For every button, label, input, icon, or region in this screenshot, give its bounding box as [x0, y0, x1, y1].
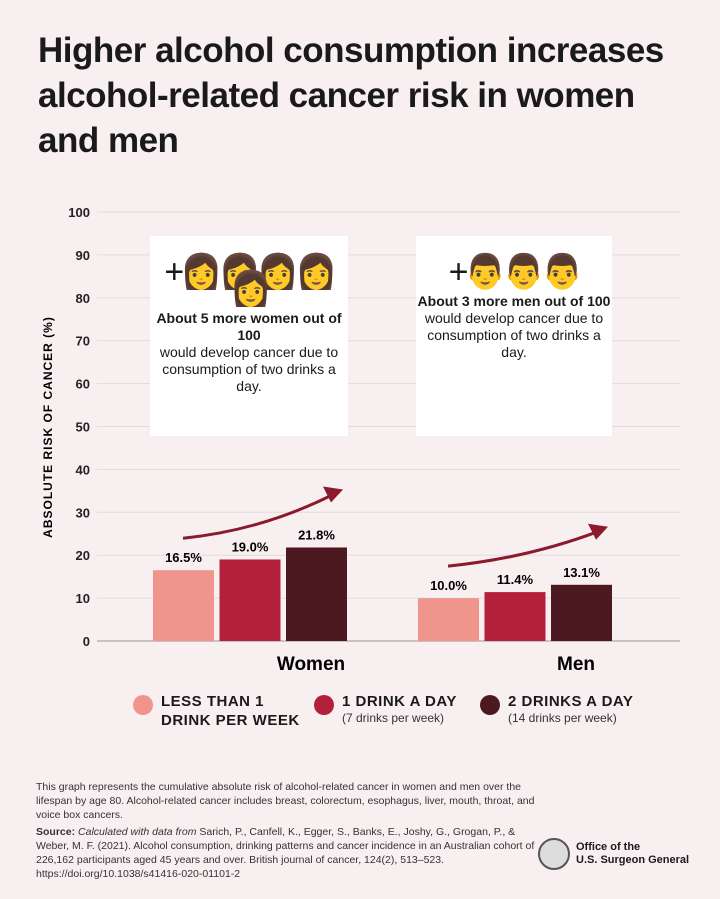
- seal-icon: [538, 838, 570, 870]
- y-axis-label: ABSOLUTE RISK OF CANCER (%): [41, 316, 55, 538]
- y-tick-label: 60: [76, 377, 90, 392]
- men-info-card: +👨👨👨 About 3 more men out of 100 would d…: [416, 236, 612, 436]
- data-label: 13.1%: [563, 565, 600, 580]
- y-tick-label: 20: [76, 548, 90, 563]
- y-tick-label: 10: [76, 591, 90, 606]
- chart-title: Higher alcohol consumption increases alc…: [38, 31, 664, 160]
- trend-arrow: [447, 529, 601, 568]
- logo-line2: U.S. Surgeon General: [576, 854, 690, 866]
- bar-men-0: [418, 598, 479, 641]
- surgeon-general-logo: Office of the U.S. Surgeon General: [538, 838, 689, 870]
- source-citation: Sarich, P., Canfell, K., Egger, S., Bank…: [36, 826, 535, 880]
- card-bold: About 5 more women out of 100: [156, 310, 342, 343]
- legend-swatch: [480, 695, 500, 715]
- legend-swatch: [133, 695, 153, 715]
- legend-label: 1 DRINK A DAY: [342, 693, 457, 710]
- y-tick-label: 70: [76, 334, 90, 349]
- source-italic: Calculated with data from: [78, 826, 197, 838]
- footnote: This graph represents the cumulative abs…: [36, 780, 536, 881]
- legend-label: LESS THAN 1 DRINK PER WEEK: [161, 693, 300, 729]
- man-icons: +👨👨👨: [448, 253, 584, 291]
- trend-arrow: [182, 492, 336, 540]
- card-bold: About 3 more men out of 100: [417, 293, 611, 309]
- legend-item-1-drink: 1 DRINK A DAY (7 drinks per week): [314, 692, 457, 725]
- data-label: 10.0%: [430, 578, 467, 593]
- x-category-label: Men: [557, 654, 595, 675]
- y-tick-label: 80: [76, 291, 90, 306]
- women-info-card: +👩👩👩👩👩 About 5 more women out of 100 wou…: [150, 236, 348, 436]
- data-label: 16.5%: [165, 550, 202, 565]
- y-tick-label: 50: [76, 420, 90, 435]
- y-tick-label: 40: [76, 462, 90, 477]
- y-tick-label: 30: [76, 505, 90, 520]
- footnote-text: This graph represents the cumulative abs…: [36, 781, 535, 821]
- x-category-label: Women: [277, 654, 345, 675]
- legend-sublabel: (7 drinks per week): [342, 711, 445, 725]
- bar-women-1: [219, 559, 281, 641]
- woman-icons: +👩👩👩👩👩: [164, 253, 337, 308]
- y-tick-label: 100: [68, 205, 90, 220]
- data-label: 11.4%: [497, 572, 534, 587]
- y-tick-label: 0: [83, 634, 90, 649]
- logo-line1: Office of the: [576, 841, 641, 853]
- bar-men-2: [551, 584, 612, 641]
- card-text: would develop cancer due to consumption …: [159, 344, 339, 394]
- arrowhead-icon: [588, 523, 608, 540]
- bar-women-0: [153, 570, 214, 641]
- source-label: Source:: [36, 826, 76, 838]
- legend-item-2-drinks: 2 DRINKS A DAY (14 drinks per week): [480, 692, 633, 725]
- bar-women-2: [286, 547, 347, 641]
- legend-sublabel: (14 drinks per week): [508, 711, 617, 725]
- y-tick-label: 90: [76, 248, 90, 263]
- arrowhead-icon: [323, 486, 343, 503]
- card-text: would develop cancer due to consumption …: [424, 310, 604, 360]
- data-label: 21.8%: [298, 527, 335, 542]
- legend-label: 2 DRINKS A DAY: [508, 693, 634, 710]
- bar-men-1: [484, 592, 546, 641]
- legend-item-less-than-1: LESS THAN 1 DRINK PER WEEK: [133, 692, 311, 730]
- data-label: 19.0%: [232, 539, 269, 554]
- legend-swatch: [314, 695, 334, 715]
